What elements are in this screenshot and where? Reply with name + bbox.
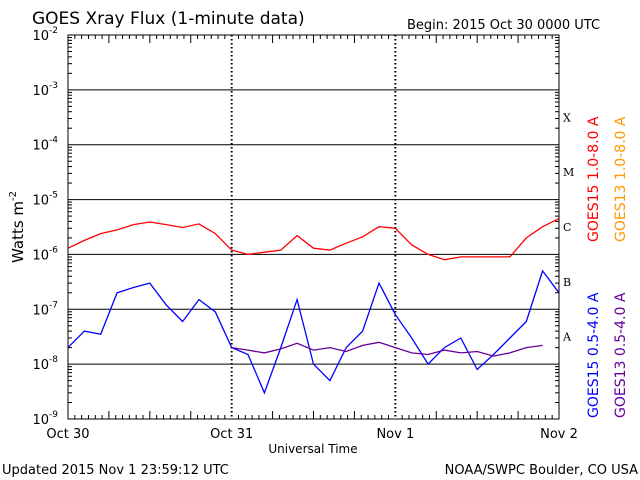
flare-class-b: B xyxy=(563,276,571,289)
x-tick-label: Nov 1 xyxy=(376,427,414,442)
legend-goes15-short: GOES15 0.5-4.0 A xyxy=(586,292,602,418)
grid xyxy=(68,34,559,420)
x-tick-label: Oct 30 xyxy=(46,427,89,442)
y-tick-label: 10-5 xyxy=(32,191,58,209)
x-tick-label: Oct 31 xyxy=(210,427,253,442)
y-tick-label: 10-9 xyxy=(32,410,58,428)
legend: GOES15 1.0-8.0 A GOES13 1.0-8.0 A GOES15… xyxy=(586,116,629,418)
axes: 10-9 10-8 10-7 10-6 10-5 10-4 10-3 10-2 Oct 30 Oc… xyxy=(32,26,577,442)
series-line-0 xyxy=(67,218,560,261)
y-tick-label: 10-4 xyxy=(32,136,58,154)
legend-goes13-long: GOES13 1.0-8.0 A xyxy=(613,116,629,242)
y-axis-label-text: Watts m xyxy=(9,201,27,263)
flare-class-c: C xyxy=(563,221,571,234)
y-tick-label: 10-2 xyxy=(32,26,58,44)
svg-text:Watts m-2: Watts m-2 xyxy=(8,191,27,263)
y-axis-label-superscript: -2 xyxy=(8,191,19,201)
updated-timestamp: Updated 2015 Nov 1 23:59:12 UTC xyxy=(2,463,229,478)
chart-title: GOES Xray Flux (1-minute data) xyxy=(32,9,305,29)
flare-class-x: X xyxy=(563,111,571,124)
series-line-2 xyxy=(67,269,560,395)
y-tick-label: 10-8 xyxy=(32,355,58,373)
y-axis-label: Watts m-2 xyxy=(8,191,27,263)
y-tick-label: 10-3 xyxy=(32,81,58,99)
begin-label: Begin: 2015 Oct 30 0000 UTC xyxy=(407,18,600,33)
x-tick-label: Nov 2 xyxy=(540,427,578,442)
legend-goes15-long: GOES15 1.0-8.0 A xyxy=(586,116,602,242)
flare-class-m: M xyxy=(563,166,574,179)
series-line-3 xyxy=(231,341,543,357)
legend-goes13-short: GOES13 0.5-4.0 A xyxy=(613,292,629,418)
x-axis-label: Universal Time xyxy=(268,442,357,456)
y-tick-label: 10-6 xyxy=(32,245,58,263)
y-tick-label: 10-7 xyxy=(32,300,58,318)
flare-class-a: A xyxy=(562,331,572,344)
credit-text: NOAA/SWPC Boulder, CO USA xyxy=(445,463,638,478)
series-lines xyxy=(67,218,560,395)
